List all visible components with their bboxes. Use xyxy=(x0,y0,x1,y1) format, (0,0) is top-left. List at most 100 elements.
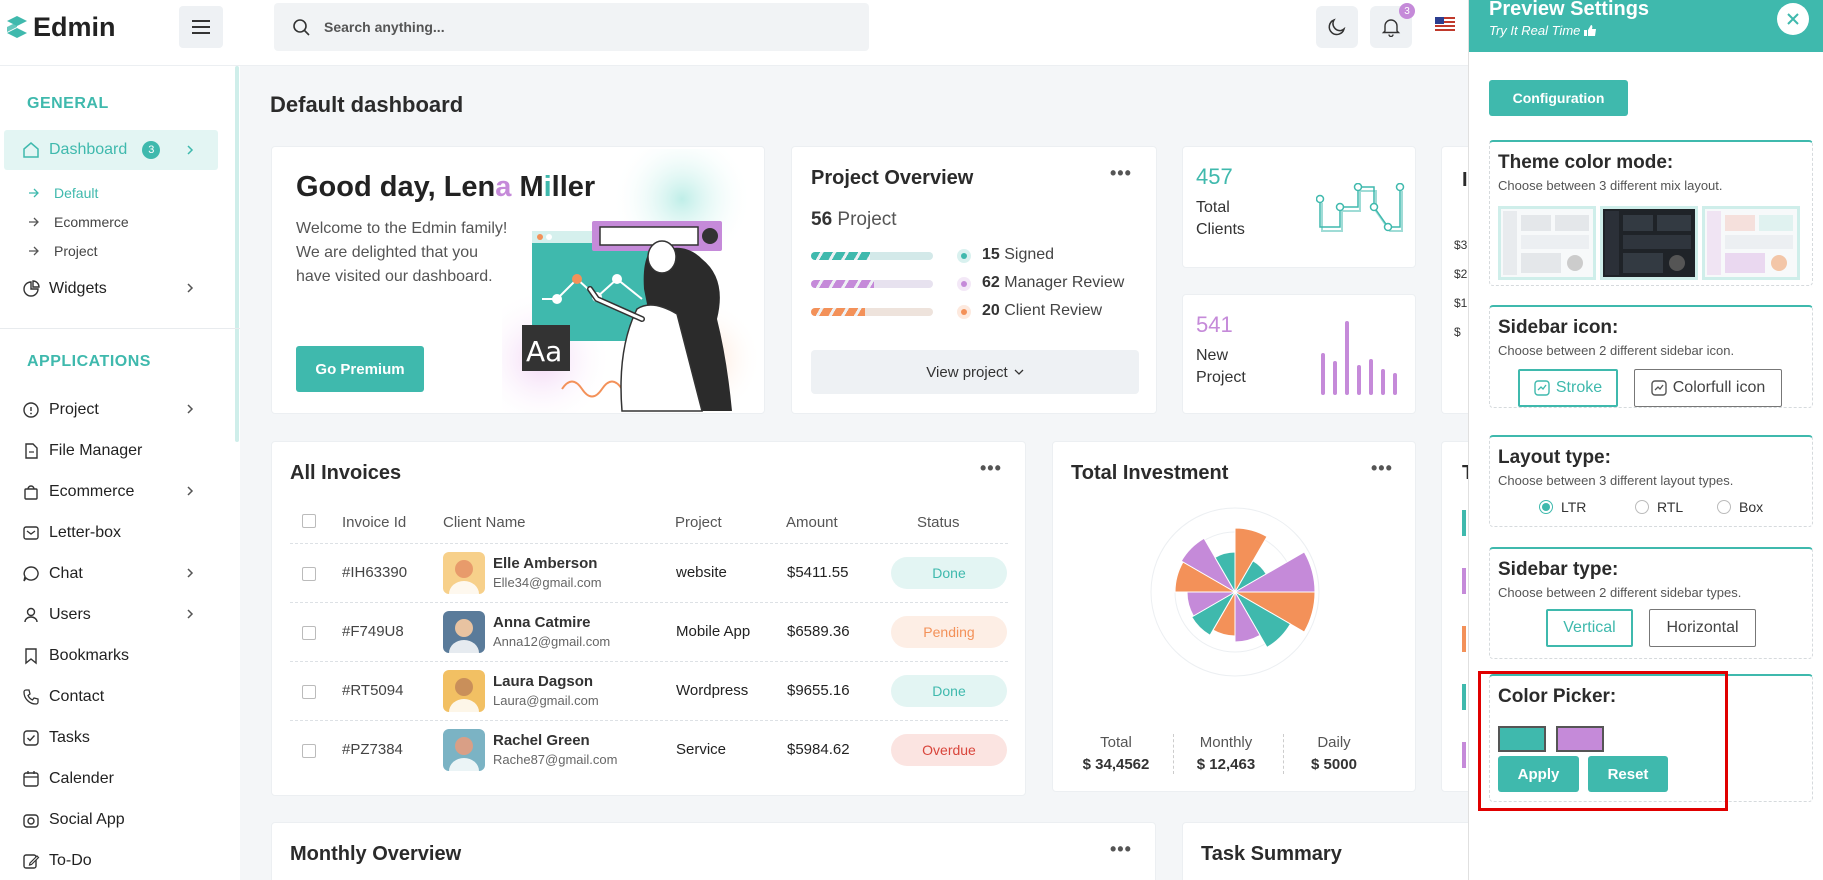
sidebar-item-bookmarks[interactable]: Bookmarks xyxy=(22,642,218,670)
sidebar-item-tasks[interactable]: Tasks xyxy=(22,724,218,752)
sidebar-item-dashboard[interactable]: Dashboard 3 xyxy=(4,130,218,170)
configuration-button[interactable]: Configuration xyxy=(1489,80,1628,116)
column-header[interactable]: Amount xyxy=(786,514,838,531)
sidebar-item-contact[interactable]: Contact xyxy=(22,683,218,711)
project-name: Mobile App xyxy=(676,623,751,640)
close-panel-button[interactable] xyxy=(1777,3,1809,35)
table-row[interactable]: #F749U8 Anna Catmire Anna12@gmail.com Mobil… xyxy=(290,602,1008,661)
more-options-icon[interactable]: ••• xyxy=(1110,163,1132,183)
theme-mix-option[interactable] xyxy=(1702,206,1800,280)
layout-box-radio[interactable]: Box xyxy=(1717,499,1763,515)
primary-color-swatch[interactable] xyxy=(1498,726,1546,752)
progress-bar xyxy=(811,252,933,260)
sidebar-item-letter-box[interactable]: Letter-box xyxy=(22,519,218,547)
sidebar-item-project[interactable]: Project xyxy=(22,396,218,424)
horizontal-sidebar-option[interactable]: Horizontal xyxy=(1649,609,1756,647)
stat-divider xyxy=(1173,734,1174,774)
welcome-card: Good day, Lena Miller Welcome to the Edm… xyxy=(271,146,765,414)
sidebar-item-label: To-Do xyxy=(49,852,92,869)
monthly-overview-card: Monthly Overview ••• xyxy=(271,822,1156,880)
search-input[interactable] xyxy=(324,19,824,35)
secondary-color-swatch[interactable] xyxy=(1556,726,1604,752)
sidebar-item-widgets[interactable]: Widgets xyxy=(22,275,218,303)
table-row[interactable]: #IH63390 Elle Amberson Elle34@gmail.com web… xyxy=(290,543,1008,602)
sidebar-item-users[interactable]: Users xyxy=(22,601,218,629)
column-header[interactable]: Client Name xyxy=(443,514,526,531)
user-icon xyxy=(24,607,38,623)
table-row[interactable]: #RT5094 Laura Dagson Laura@gmail.com Wordpr… xyxy=(290,661,1008,720)
layout-ltr-radio[interactable]: LTR xyxy=(1539,499,1586,515)
table-row[interactable]: #PZ7384 Rachel Green Rache87@gmail.com Serv… xyxy=(290,720,1008,779)
column-header[interactable]: Project xyxy=(675,514,722,531)
project-status-row: 15 Signed xyxy=(982,246,1054,264)
theme-dark-option[interactable] xyxy=(1600,206,1698,280)
sidebar-item-file-manager[interactable]: File Manager xyxy=(22,437,218,465)
select-all-checkbox[interactable] xyxy=(302,514,316,528)
option-label: Colorfull icon xyxy=(1672,379,1766,396)
list-marker xyxy=(1462,510,1466,536)
client-name: Rachel Green xyxy=(493,732,590,749)
notifications-button[interactable]: 3 xyxy=(1370,3,1415,48)
task-summary-title: Task Summary xyxy=(1201,843,1342,865)
chevron-right-icon xyxy=(187,609,194,619)
moon-icon xyxy=(1328,18,1346,36)
sidebar-scrollbar[interactable] xyxy=(235,66,239,442)
colorful-icon-option[interactable]: Colorfull icon xyxy=(1634,369,1782,407)
row-checkbox[interactable] xyxy=(302,567,316,581)
stat-card-total-clients: 457 Total Clients xyxy=(1182,146,1416,268)
sidebar-item-ecommerce[interactable]: Ecommerce xyxy=(22,478,218,506)
view-project-button[interactable]: View project xyxy=(811,350,1139,394)
status-value: 20 xyxy=(982,302,1000,319)
sidebar-item-social-app[interactable]: Social App xyxy=(22,806,218,834)
status-dot-inner xyxy=(961,281,967,287)
column-header[interactable]: Status xyxy=(917,514,960,531)
rose-segment xyxy=(1214,551,1236,594)
status-value: 15 xyxy=(982,246,1000,263)
project-name: Service xyxy=(676,741,727,758)
status-badge: Overdue xyxy=(891,734,1007,766)
layout-rtl-radio[interactable]: RTL xyxy=(1635,499,1683,515)
theme-color-section: Theme color mode: Choose between 3 diffe… xyxy=(1489,140,1813,286)
status-label: Signed xyxy=(1004,246,1055,263)
reset-color-button[interactable]: Reset xyxy=(1588,756,1668,792)
sidebar-sub-ecommerce[interactable]: Ecommerce xyxy=(28,214,129,230)
stroke-icon-option[interactable]: Stroke xyxy=(1518,369,1618,407)
menu-toggle-button[interactable] xyxy=(179,6,223,48)
us-flag-icon[interactable] xyxy=(1435,17,1455,31)
dark-mode-toggle[interactable] xyxy=(1316,6,1358,48)
stat-value: 541 xyxy=(1196,312,1233,337)
greeting-part: Good day, Len xyxy=(296,171,496,203)
sidebar-sub-project[interactable]: Project xyxy=(28,243,98,259)
brand-logo[interactable]: Edmin xyxy=(4,12,116,43)
project-overview-card: Project Overview ••• 56 Project 15 Signe… xyxy=(791,146,1157,414)
investment-stat-value: $ 12,463 xyxy=(1196,756,1256,773)
status-dot xyxy=(957,249,971,263)
sidebar-item-chat[interactable]: Chat xyxy=(22,560,218,588)
row-checkbox[interactable] xyxy=(302,685,316,699)
radio-dot xyxy=(1542,503,1550,511)
y-tick: $ xyxy=(1454,325,1461,339)
investment-stat-label: Total xyxy=(1100,734,1132,751)
apply-color-button[interactable]: Apply xyxy=(1498,756,1579,792)
stat-label: Total Clients xyxy=(1196,197,1245,241)
radio-circle xyxy=(1539,500,1553,514)
chevron-right-icon xyxy=(187,145,194,155)
y-tick: $2 xyxy=(1454,267,1468,281)
column-header[interactable]: Invoice Id xyxy=(342,514,407,531)
more-options-icon[interactable]: ••• xyxy=(1371,458,1393,478)
sidebar-sub-default[interactable]: Default xyxy=(28,185,98,201)
more-options-icon[interactable]: ••• xyxy=(1110,839,1132,859)
sidebar-item-calender[interactable]: Calender xyxy=(22,765,218,793)
sidebar-item-to-do[interactable]: To-Do xyxy=(22,847,218,875)
section-desc: Choose between 3 different mix layout. xyxy=(1498,178,1723,193)
client-name: Anna Catmire xyxy=(493,614,591,631)
row-checkbox[interactable] xyxy=(302,744,316,758)
vertical-sidebar-option[interactable]: Vertical xyxy=(1546,609,1633,647)
more-options-icon[interactable]: ••• xyxy=(980,458,1002,478)
go-premium-button[interactable]: Go Premium xyxy=(296,346,424,392)
theme-light-preview xyxy=(1503,211,1589,275)
list-marker xyxy=(1462,742,1466,768)
row-checkbox[interactable] xyxy=(302,626,316,640)
theme-light-option[interactable] xyxy=(1498,206,1596,280)
status-label: Manager Review xyxy=(1004,274,1125,291)
